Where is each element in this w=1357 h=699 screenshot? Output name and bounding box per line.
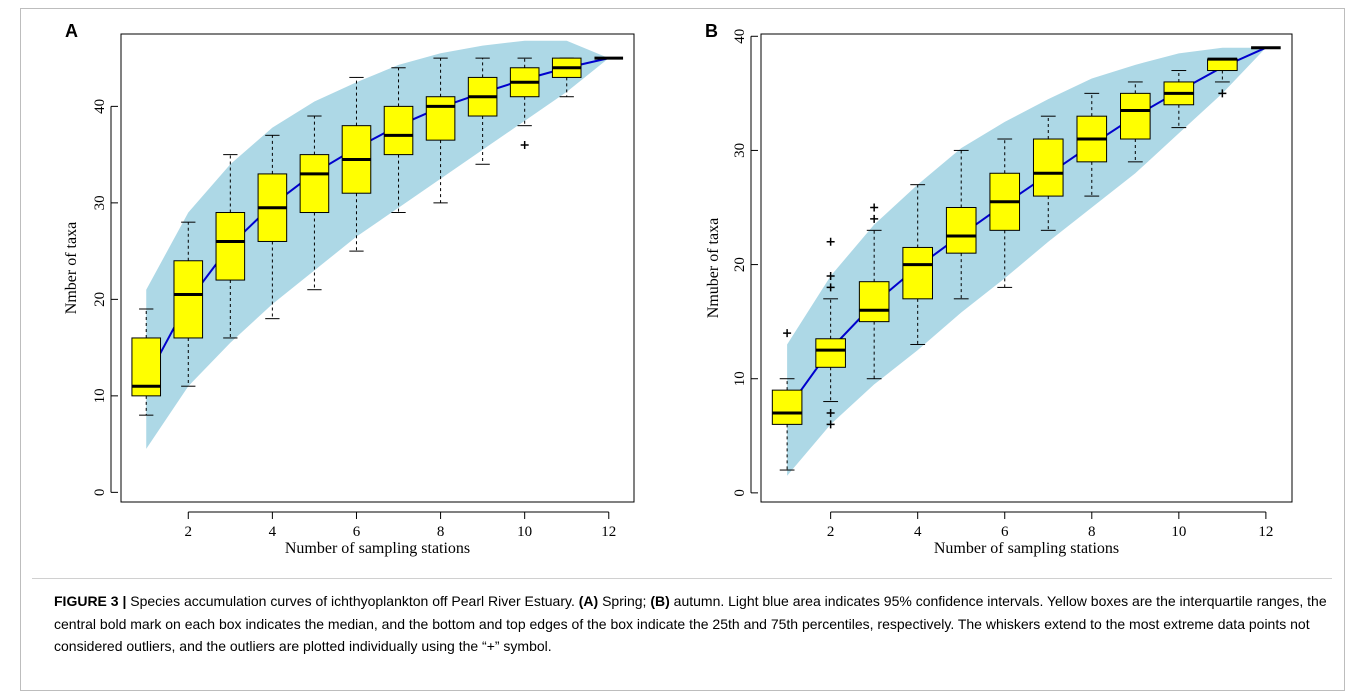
x-tick-label-a-10: 10	[517, 524, 532, 540]
iqr-box-b-1	[771, 389, 803, 425]
y-tick-label-a-30: 30	[92, 195, 108, 210]
figure-frame	[20, 8, 1345, 691]
y-tick-label-a-40: 40	[92, 99, 108, 114]
y-tick-label-b-20: 20	[732, 257, 748, 272]
y-tick-label-b-30: 30	[732, 143, 748, 158]
x-tick-label-b-4: 4	[914, 524, 922, 540]
iqr-box-a-5	[299, 154, 330, 214]
x-tick-label-a-6: 6	[353, 524, 361, 540]
x-tick-label-b-6: 6	[1001, 524, 1009, 540]
confidence-band-a	[146, 40, 609, 449]
caption-divider	[32, 578, 1332, 579]
y-tick-label-b-10: 10	[732, 371, 748, 386]
outlier-b-2-2	[826, 283, 835, 292]
caption-text-2: Spring;	[598, 593, 651, 609]
outlier-b-3-1	[870, 203, 879, 212]
iqr-box-b-7	[1032, 138, 1064, 197]
caption-figure-label: FIGURE 3 |	[54, 593, 127, 609]
outlier-b-2-3	[826, 271, 835, 280]
outlier-b-2-4	[826, 237, 835, 246]
confidence-band-b	[787, 47, 1266, 476]
x-axis-label-b: Number of sampling stations	[934, 540, 1119, 557]
x-tick-label-b-10: 10	[1171, 524, 1186, 540]
caption-text-1: Species accumulation curves of ichthyopl…	[126, 593, 579, 609]
x-tick-label-b-12: 12	[1258, 524, 1273, 540]
y-tick-label-a-10: 10	[92, 388, 108, 403]
outlier-b-2-0	[826, 420, 835, 429]
outlier-b-2-1	[826, 408, 835, 417]
iqr-box-a-7	[383, 105, 414, 156]
y-tick-label-b-0: 0	[732, 489, 748, 497]
outlier-b-11-0	[1218, 89, 1227, 98]
outlier-b-1-0	[783, 329, 792, 338]
y-tick-label-b-40: 40	[732, 29, 748, 44]
iqr-box-b-2	[815, 338, 846, 368]
figure-caption: FIGURE 3 | Species accumulation curves o…	[54, 590, 1334, 658]
iqr-box-b-11	[1207, 58, 1238, 72]
x-tick-label-a-2: 2	[185, 524, 193, 540]
panel-label-a: A	[65, 21, 78, 41]
caption-label-b: (B)	[650, 593, 670, 609]
x-tick-label-b-2: 2	[827, 524, 835, 540]
y-axis-label-b: Nmuber of taxa	[705, 218, 722, 318]
iqr-box-b-3	[858, 281, 890, 323]
iqr-box-b-9	[1120, 92, 1151, 140]
panel-label-b: B	[705, 21, 718, 41]
iqr-box-a-8	[425, 96, 456, 141]
y-axis-label-a: Nmber of taxa	[63, 222, 80, 314]
x-tick-label-a-12: 12	[601, 524, 616, 540]
iqr-box-b-5	[945, 207, 977, 254]
outlier-a-10-0	[520, 140, 529, 149]
x-tick-label-a-8: 8	[437, 524, 445, 540]
iqr-box-b-4	[902, 246, 933, 300]
y-tick-label-a-0: 0	[92, 489, 108, 497]
iqr-box-a-2	[173, 260, 204, 339]
x-axis-label-a: Number of sampling stations	[285, 540, 470, 557]
plot-border-b	[760, 33, 1293, 503]
outlier-b-3-0	[870, 214, 879, 223]
x-tick-label-a-4: 4	[269, 524, 277, 540]
y-tick-label-a-20: 20	[92, 292, 108, 307]
x-tick-label-b-8: 8	[1088, 524, 1096, 540]
caption-label-a: (A)	[578, 593, 599, 609]
plot-border-a	[120, 33, 635, 503]
caption-text-3: autumn. Light blue area indicates 95% co…	[54, 593, 1327, 654]
iqr-box-a-3	[215, 212, 246, 281]
